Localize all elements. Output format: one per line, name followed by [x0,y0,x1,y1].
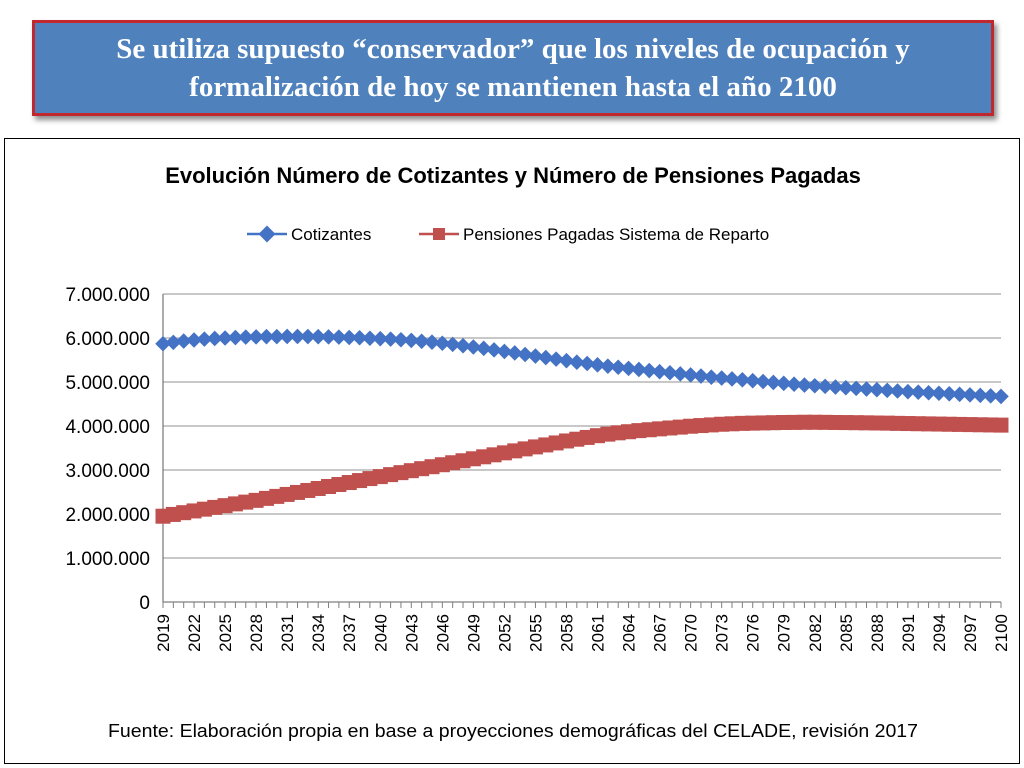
x-tick-label: 2046 [433,614,452,652]
x-tick-label: 2061 [589,614,608,652]
x-tick-label: 2031 [278,614,297,652]
data-point-diamond [341,329,358,346]
source-note: Fuente: Elaboración propia en base a pro… [108,721,918,741]
series-cotizantes [155,328,1009,405]
data-point-diamond [206,330,223,347]
x-tick-label: 2100 [992,614,1011,652]
series-pensiones [155,414,1009,524]
x-tick-label: 2022 [185,614,204,652]
data-point-diamond [527,348,544,364]
x-tick-label: 2082 [806,614,825,652]
legend-item-pensiones: Pensiones Pagadas Sistema de Reparto [419,225,769,244]
data-point-diamond [455,337,471,354]
headline-text: Se utiliza supuesto “conservador” que lo… [96,30,930,106]
data-point-diamond [672,366,689,382]
data-point-diamond [569,354,585,370]
data-point-square [993,417,1009,433]
x-tick-label: 2070 [682,614,701,652]
data-point-diamond [662,364,678,381]
x-tick-label: 2052 [495,614,514,652]
legend-item-cotizantes: Cotizantes [247,225,371,244]
data-point-diamond [217,330,233,346]
headline-banner: Se utiliza supuesto “conservador” que lo… [32,20,994,116]
y-tick-label: 6.000.000 [65,329,150,350]
y-axis-ticks: 0 1.000.000 2.000.000 3.000.000 4.000.000 5.0… [65,285,150,614]
data-point-diamond [869,381,885,398]
y-tick-label: 5.000.000 [65,373,150,394]
headline-line-1: Se utiliza supuesto “conservador” que lo… [116,33,910,65]
x-tick-label: 2037 [340,614,359,652]
chart-title: Evolución Número de Cotizantes y Número … [165,163,861,188]
chart-frame: Evolución Número de Cotizantes y Número … [4,138,1020,764]
x-tick-label: 2064 [620,614,639,652]
data-point-diamond [734,372,751,388]
data-point-diamond [631,361,647,378]
legend: Cotizantes Pensiones Pagadas Sistema de … [247,225,769,244]
x-tick-label: 2076 [744,614,763,652]
data-point-diamond [506,345,523,361]
legend-marker-diamond [258,225,276,243]
data-point-diamond [175,333,192,349]
data-point-diamond [196,331,213,347]
legend-label-pensiones: Pensiones Pagadas Sistema de Reparto [463,225,769,244]
x-tick-label: 2019 [154,614,173,652]
y-tick-label: 3.000.000 [65,461,150,482]
data-point-diamond [186,332,202,348]
x-axis-ticks: 2019 2022 2025 2028 2031 2034 2037 2040 2043 2046… [154,602,1011,652]
data-point-diamond [806,377,823,394]
x-tick-label: 2079 [775,614,794,652]
data-point-diamond [403,332,420,349]
data-point-diamond [237,329,254,345]
x-tick-label: 2043 [402,614,421,652]
x-tick-label: 2091 [899,614,918,652]
data-point-diamond [858,381,875,397]
x-tick-label: 2055 [526,614,545,652]
x-tick-label: 2040 [371,614,390,652]
data-point-diamond [269,328,285,345]
data-point-diamond [413,333,430,350]
data-point-diamond [289,328,306,345]
x-tick-label: 2058 [557,614,576,652]
data-point-diamond [682,367,699,383]
data-point-diamond [538,349,554,366]
data-point-diamond [724,371,740,387]
data-point-diamond [165,334,182,351]
chart-svg: Evolución Número de Cotizantes y Número … [65,163,1011,741]
y-tick-label: 1.000.000 [65,549,150,570]
x-tick-label: 2094 [930,614,949,652]
data-point-diamond [496,343,513,360]
legend-marker-square [433,228,445,240]
data-point-diamond [889,383,906,399]
data-point-diamond [993,388,1009,405]
legend-label-cotizantes: Cotizantes [291,225,371,244]
data-point-diamond [786,376,802,392]
data-point-diamond [713,370,730,386]
y-tick-label: 4.000.000 [65,417,150,438]
data-point-diamond [610,359,626,376]
x-tick-label: 2025 [216,614,235,652]
data-point-diamond [227,329,244,346]
data-point-diamond [579,355,595,372]
x-tick-label: 2067 [651,614,670,652]
x-tick-label: 2049 [464,614,483,652]
x-tick-label: 2028 [247,614,266,652]
x-tick-label: 2034 [309,614,328,652]
x-tick-label: 2085 [837,614,856,652]
data-point-diamond [910,384,927,400]
y-tick-label: 0 [139,593,150,614]
data-point-diamond [796,377,813,393]
headline-line-2: formalización de hoy se mantienen hasta … [189,71,837,103]
y-tick-label: 7.000.000 [65,285,150,306]
data-point-diamond [279,328,295,345]
data-point-diamond [620,360,637,377]
data-point-diamond [465,339,482,355]
x-tick-label: 2073 [713,614,732,652]
y-tick-label: 2.000.000 [65,505,150,526]
x-tick-label: 2097 [961,614,980,652]
x-tick-label: 2088 [868,614,887,652]
data-point-diamond [155,335,171,352]
data-point-diamond [393,331,409,348]
data-point-diamond [962,387,978,403]
